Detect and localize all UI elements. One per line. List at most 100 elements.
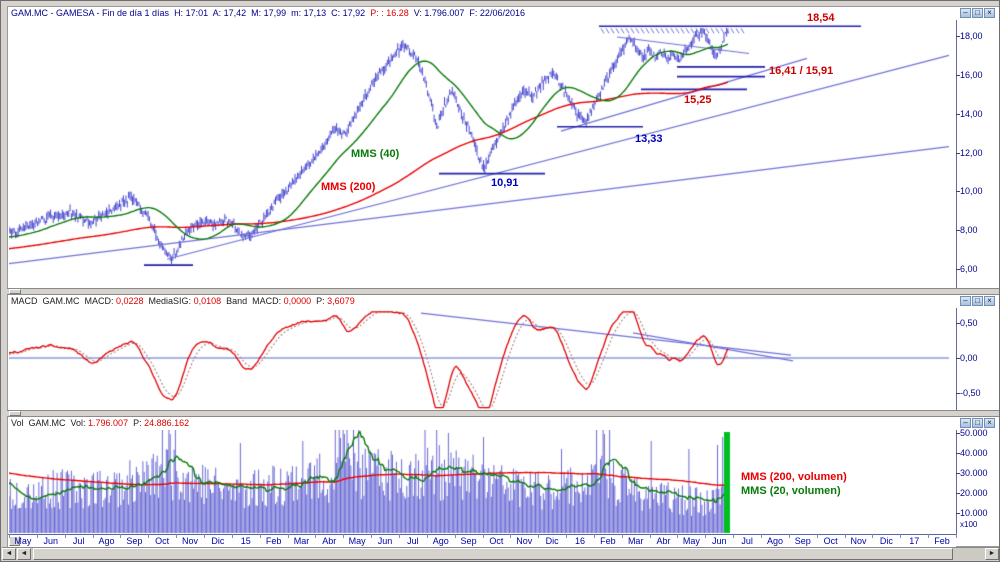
axis-tick [92, 534, 94, 538]
header-segment: P: [316, 296, 328, 306]
x-axis-month-label: Feb [265, 536, 282, 546]
maximize-icon[interactable]: □ [972, 8, 983, 18]
header-segment: 0,0228 [116, 296, 149, 306]
close-icon[interactable]: × [984, 8, 995, 18]
x-axis-month-label: Ago [766, 536, 783, 546]
axis-tick [788, 534, 790, 538]
axis-tick [956, 323, 960, 324]
axis-tick [761, 534, 763, 538]
header-segment: 3,6079 [327, 296, 355, 306]
header-segment: Vol GAM.MC [11, 418, 71, 428]
header-segment: 0,0108 [193, 296, 227, 306]
y-axis-label: 40.000 [960, 448, 988, 458]
scroll-left-icon[interactable]: ◄ [17, 548, 31, 560]
maximize-icon[interactable]: □ [972, 296, 983, 306]
header-segment: MACD: [84, 296, 116, 306]
close-icon[interactable]: × [984, 296, 995, 306]
horizontal-scrollbar[interactable]: ◄ ◄ ► [2, 547, 999, 560]
chart-annotation: MMS (20, volumen) [741, 485, 841, 497]
axis-tick [203, 534, 205, 538]
minimize-icon[interactable]: – [960, 296, 971, 306]
axis-tick [956, 393, 960, 394]
axis-tick [371, 534, 373, 538]
axis-tick [928, 534, 930, 538]
y-axis-label: 20.000 [960, 488, 988, 498]
axis-tick [343, 534, 345, 538]
x-axis-month-label: 15 [240, 536, 251, 546]
axis-tick [956, 433, 960, 434]
axis-tick [956, 473, 960, 474]
axis-tick [956, 75, 960, 76]
axis-corner-icon[interactable] [9, 536, 20, 546]
divider-grip-icon[interactable] [9, 411, 21, 416]
chart-annotation: 13,33 [635, 133, 663, 145]
y-axis-label: 16,00 [960, 70, 983, 80]
axis-tick [426, 534, 428, 538]
axis-tick [956, 269, 960, 270]
scroll-start-icon[interactable]: ◄ [2, 548, 16, 560]
x-axis-month-label: Abr [656, 536, 671, 546]
volume-panel-header: Vol GAM.MC Vol: 1.796.007 P: 24.886.162 [11, 418, 189, 428]
chart-annotation: MMS (40) [351, 148, 400, 160]
axis-tick [621, 534, 623, 538]
axis-tick [733, 534, 735, 538]
x-axis-month-label: Ago [432, 536, 449, 546]
x-axis-month-label: Sep [126, 536, 143, 546]
x-axis-month-label: Nov [850, 536, 867, 546]
x-axis-month-label: Jun [377, 536, 393, 546]
divider-grip-icon[interactable] [9, 289, 21, 294]
x-axis-month-label: Jul [741, 536, 753, 546]
x-axis-month-label: Jul [407, 536, 419, 546]
axis-tick [9, 534, 10, 538]
axis-tick [844, 534, 846, 538]
axis-tick [538, 534, 540, 538]
macd-axis-separator [956, 308, 957, 410]
axis-tick [956, 191, 960, 192]
x-axis-month-label: Dic [879, 536, 893, 546]
scroll-right-icon[interactable]: ► [985, 548, 999, 560]
axis-tick [956, 453, 960, 454]
close-icon[interactable]: × [984, 418, 995, 428]
volume-chart-canvas [9, 430, 956, 534]
chart-annotation: MMS (200) [321, 181, 376, 193]
volume-axis-separator [956, 430, 957, 534]
chart-annotation: 15,25 [684, 94, 712, 106]
x-axis-month-label: Ago [98, 536, 115, 546]
minimize-icon[interactable]: – [960, 418, 971, 428]
x-axis-month-label: Abr [322, 536, 337, 546]
panel-divider[interactable] [7, 288, 999, 295]
x-axis-month-label: May [14, 536, 32, 546]
x-axis-month-label: Nov [182, 536, 199, 546]
x-axis-month-label: May [348, 536, 366, 546]
maximize-icon[interactable]: □ [972, 418, 983, 428]
header-segment: 24.886.162 [144, 418, 190, 428]
panel-divider[interactable] [7, 410, 999, 417]
axis-tick [956, 230, 960, 231]
axis-tick [454, 534, 456, 538]
y-axis-label: 0,50 [960, 318, 978, 328]
header-segment: H: 17:01 A: 17,42 M: 17,99 m: 17,13 C: 1… [174, 8, 371, 18]
macd-panel-header: MACD GAM.MC MACD: 0,0228 MediaSIG: 0,010… [11, 296, 355, 306]
x-axis-month-label: Jul [72, 536, 85, 546]
volume-panel-window-controls: – □ × [960, 418, 995, 428]
macd-panel-window-controls: – □ × [960, 296, 995, 306]
x-axis-month-label: Jun [43, 536, 59, 546]
x-axis-month-label: Oct [155, 536, 170, 546]
scrollbar-thumb[interactable] [33, 548, 953, 560]
chart-annotation: 18,54 [807, 12, 835, 24]
y-axis-label: 10.000 [960, 508, 988, 518]
minimize-icon[interactable]: – [960, 8, 971, 18]
x-axis-month-label: Feb [934, 536, 950, 546]
header-segment: P: [133, 418, 145, 428]
y-axis-label: 10,00 [960, 186, 983, 196]
x-axis-month-label: Mar [627, 536, 644, 546]
axis-tick [956, 114, 960, 115]
axis-tick [705, 534, 707, 538]
axis-tick [510, 534, 512, 538]
axis-tick [956, 36, 960, 37]
x-axis-month-label: May [682, 536, 700, 546]
x-axis-strip [8, 534, 956, 547]
x-axis-month-label: Nov [516, 536, 533, 546]
axis-tick [956, 358, 960, 359]
y-axis-label: -0,50 [960, 388, 981, 398]
